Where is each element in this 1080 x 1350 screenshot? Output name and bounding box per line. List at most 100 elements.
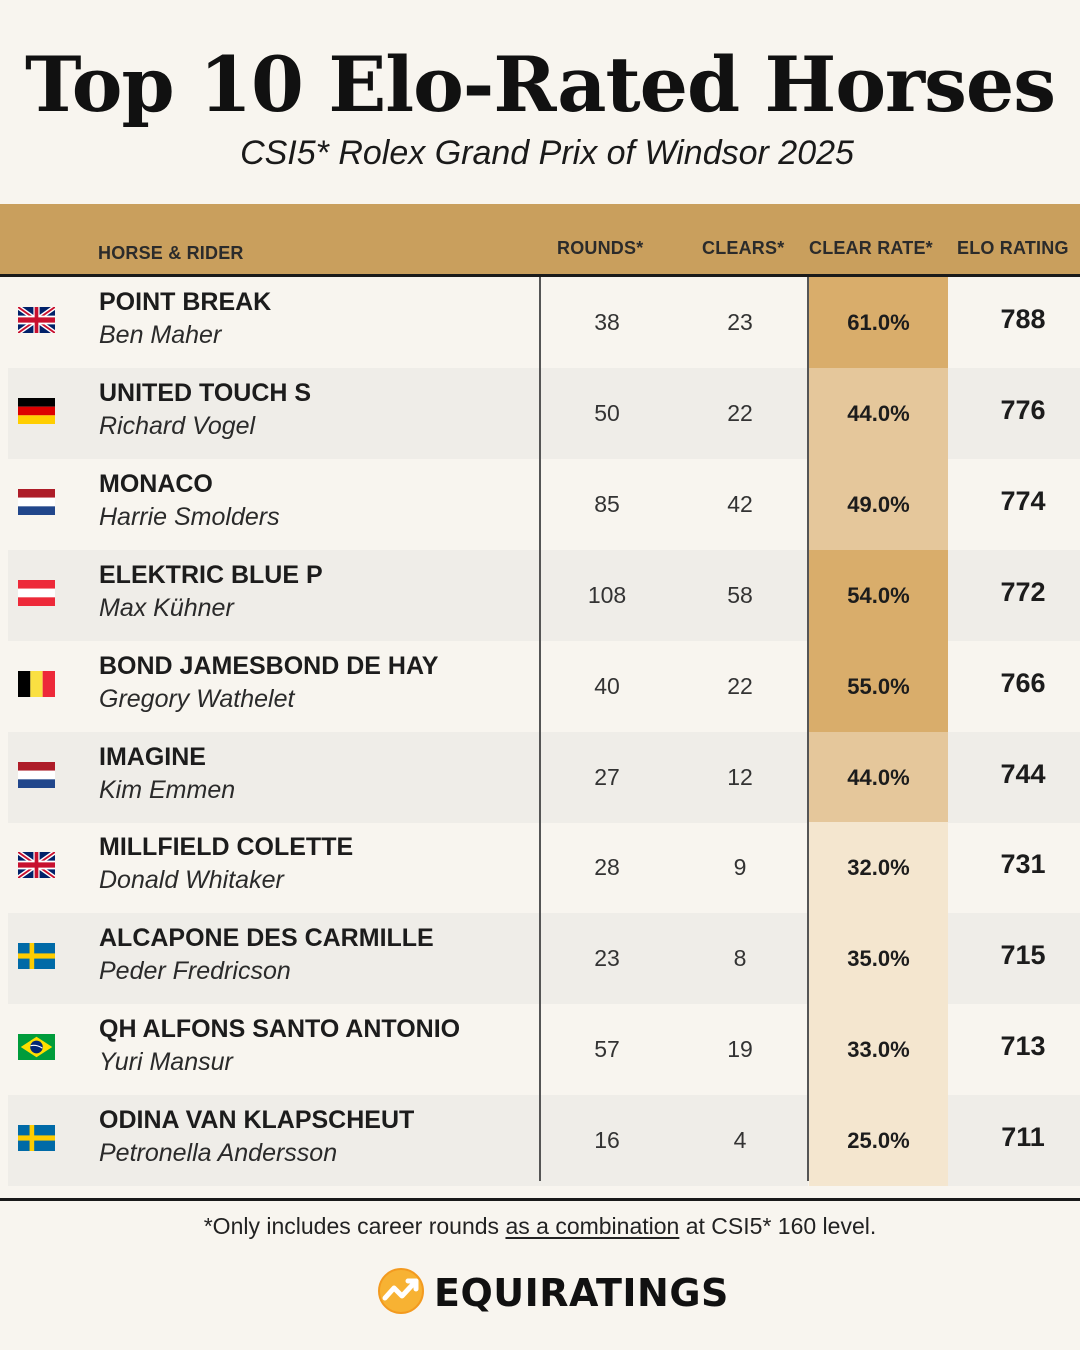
row-background xyxy=(948,549,1080,641)
table-row: QH ALFONS SANTO ANTONIO Yuri Mansur 57 19 33… xyxy=(8,1004,1080,1096)
clear-rate-value: 25.0% xyxy=(809,1095,948,1187)
clear-rate-value: 49.0% xyxy=(809,458,948,550)
row-background xyxy=(948,731,1080,823)
horse-name: QH ALFONS SANTO ANTONIO xyxy=(99,1015,461,1044)
horse-name: IMAGINE xyxy=(99,742,206,771)
rider-name: Peder Fredricson xyxy=(99,957,291,986)
horse-name: ODINA VAN KLAPSCHEUT xyxy=(99,1106,415,1135)
footnote-suffix: at CSI5* 160 level. xyxy=(679,1213,877,1239)
table-row: MONACO Harrie Smolders 85 42 49.0% 774 xyxy=(8,458,1080,550)
column-divider xyxy=(807,277,809,1181)
belgium-flag-icon xyxy=(18,670,55,697)
clear-rate-value: 44.0% xyxy=(809,731,948,823)
netherlands-flag-icon xyxy=(18,761,55,788)
clears-value: 8 xyxy=(733,945,747,972)
rounds-value: 16 xyxy=(594,1127,620,1154)
table-row: UNITED TOUCH S Richard Vogel 50 22 44.0% 776 xyxy=(8,367,1080,459)
clears-value: 23 xyxy=(727,309,753,335)
table-row: ALCAPONE DES CARMILLE Peder Fredricson 23 8… xyxy=(8,913,1080,1005)
row-background xyxy=(948,367,1080,459)
horse-name: MILLFIELD COLETTE xyxy=(99,833,354,862)
rider-name: Gregory Wathelet xyxy=(99,684,295,713)
rounds-value: 23 xyxy=(594,945,620,972)
rider-name: Ben Maher xyxy=(99,321,222,349)
great-britain-flag-icon xyxy=(17,850,56,881)
rider-name: Richard Vogel xyxy=(99,411,256,440)
table-row: IMAGINE Kim Emmen 27 12 44.0% 744 xyxy=(8,731,1080,823)
horse-name: UNITED TOUCH S xyxy=(99,378,312,407)
elo-rating-value: 776 xyxy=(1000,394,1046,425)
rider-name: Donald Whitaker xyxy=(99,866,284,895)
table-header: HORSE & RIDER ROUNDS* CLEARS* CLEAR RATE… xyxy=(0,204,1080,277)
rider-name: Petronella Andersson xyxy=(99,1139,338,1168)
clear-rate-value: 33.0% xyxy=(809,1004,948,1096)
germany-flag-icon xyxy=(18,397,55,424)
row-background xyxy=(8,913,808,1005)
clears-value: 22 xyxy=(727,672,753,699)
elo-rating-value: 711 xyxy=(1001,1122,1045,1153)
rounds-value: 108 xyxy=(587,581,627,608)
brazil-flag-icon xyxy=(18,1034,55,1061)
page-subtitle: CSI5* Rolex Grand Prix of Windsor 2025 xyxy=(240,134,854,172)
elo-rating-value: 788 xyxy=(1000,304,1046,334)
rounds-value: 50 xyxy=(594,399,620,426)
clear-rate-value: 61.0% xyxy=(809,277,948,368)
row-background xyxy=(948,1095,1080,1187)
rounds-value: 40 xyxy=(594,672,620,699)
elo-rating-value: 774 xyxy=(1000,485,1046,516)
elo-rating-value: 713 xyxy=(1000,1031,1046,1062)
rounds-value: 38 xyxy=(594,309,620,335)
footnote-underlined: as a combination xyxy=(505,1213,680,1239)
row-background xyxy=(8,1095,808,1187)
elo-rating-value: 772 xyxy=(1000,576,1046,607)
rider-name: Kim Emmen xyxy=(99,775,236,804)
header-horse-rider: HORSE & RIDER xyxy=(98,243,244,263)
clear-rate-value: 44.0% xyxy=(809,367,948,459)
clears-value: 4 xyxy=(733,1127,747,1154)
footnote-prefix: *Only includes career rounds xyxy=(203,1213,506,1239)
clear-rate-value: 55.0% xyxy=(809,640,948,732)
header-rounds: ROUNDS* xyxy=(557,238,644,258)
column-divider xyxy=(539,277,541,1181)
table-row: MILLFIELD COLETTE Donald Whitaker 28 9 32.0%… xyxy=(8,822,1080,914)
clears-value: 42 xyxy=(727,490,753,517)
equiratings-logo-icon xyxy=(378,1268,424,1314)
horse-name: ALCAPONE DES CARMILLE xyxy=(99,924,434,953)
table-row: ELEKTRIC BLUE P Max Kühner 108 58 54.0% 772 xyxy=(8,549,1080,641)
footer-divider xyxy=(0,1198,1080,1201)
table-row: ODINA VAN KLAPSCHEUT Petronella Andersson… xyxy=(8,1095,1080,1187)
rider-name: Max Kühner xyxy=(99,593,234,622)
clears-value: 12 xyxy=(727,763,753,790)
clears-value: 22 xyxy=(727,399,753,426)
elo-rating-value: 766 xyxy=(1000,667,1046,698)
great-britain-flag-icon xyxy=(17,304,56,336)
header-clear-rate: CLEAR RATE* xyxy=(809,238,933,258)
table-row: BOND JAMESBOND DE HAY Gregory Wathelet 40 2… xyxy=(8,640,1080,732)
austria-flag-icon xyxy=(18,579,55,606)
header-elo-rating: ELO RATING xyxy=(957,238,1069,258)
row-background xyxy=(8,731,808,823)
row-background xyxy=(8,367,808,459)
footnote: *Only includes career rounds as a combin… xyxy=(0,1213,1080,1240)
netherlands-flag-icon xyxy=(18,488,55,515)
brand-name: EQUIRATINGS xyxy=(434,1271,729,1315)
clears-value: 19 xyxy=(727,1036,753,1063)
page-title: Top 10 Elo-Rated Horses xyxy=(24,40,1056,129)
clear-rate-value: 35.0% xyxy=(809,913,948,1005)
rounds-value: 28 xyxy=(594,854,620,881)
horse-name: ELEKTRIC BLUE P xyxy=(99,560,323,589)
elo-rating-value: 744 xyxy=(1000,758,1046,789)
rounds-value: 27 xyxy=(594,763,620,790)
header-clears: CLEARS* xyxy=(702,238,785,258)
ratings-table: POINT BREAK Ben Maher 38 23 61.0% 788 UNITED … xyxy=(8,277,1080,1187)
clears-value: 9 xyxy=(733,854,747,881)
row-background xyxy=(8,549,808,641)
rider-name: Harrie Smolders xyxy=(99,502,280,531)
horse-name: BOND JAMESBOND DE HAY xyxy=(99,651,439,680)
horse-name: POINT BREAK xyxy=(99,288,272,316)
rounds-value: 57 xyxy=(594,1036,620,1063)
elo-rating-value: 715 xyxy=(1000,940,1046,971)
rounds-value: 85 xyxy=(594,490,620,517)
clears-value: 58 xyxy=(727,581,753,608)
rider-name: Yuri Mansur xyxy=(99,1048,233,1077)
